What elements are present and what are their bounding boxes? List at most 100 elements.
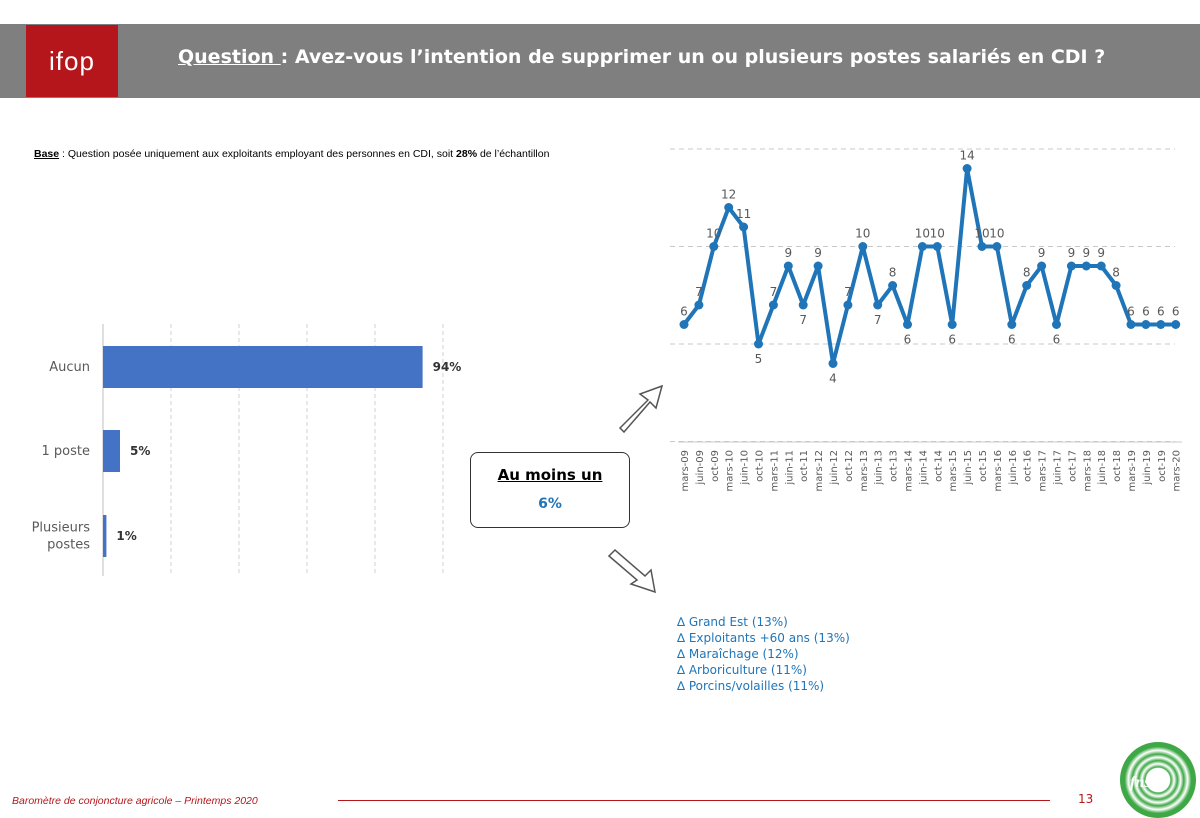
data-label: 7 — [770, 285, 778, 299]
bar — [103, 346, 423, 388]
data-point — [903, 320, 912, 329]
highlights-list: ∆ Grand Est (13%) ∆ Exploitants +60 ans … — [677, 614, 850, 694]
data-point — [1171, 320, 1181, 329]
x-tick-label: oct-17 — [1067, 450, 1078, 482]
data-point — [888, 281, 898, 290]
arrow-up-icon — [618, 384, 664, 434]
bar-category-label: 1 poste — [42, 444, 90, 459]
data-point — [932, 242, 942, 251]
data-label: 10 — [974, 227, 989, 241]
highlight-item: ∆ Maraîchage (12%) — [677, 647, 799, 661]
data-label: 7 — [695, 285, 703, 299]
data-label: 6 — [1157, 305, 1165, 319]
series-line — [682, 166, 1176, 366]
summary-box: Au moins un 6% — [470, 452, 630, 528]
base-text: : Question posée uniquement aux exploita… — [59, 148, 457, 160]
data-point — [679, 320, 689, 329]
footer-text: Baromètre de conjoncture agricole – Prin… — [12, 795, 258, 807]
ifop-logo: ifop — [26, 25, 118, 97]
footer-divider — [338, 800, 1050, 801]
data-label: 7 — [874, 313, 882, 327]
data-label: 6 — [1142, 305, 1150, 319]
x-tick-label: oct-18 — [1112, 450, 1123, 482]
data-label: 7 — [799, 313, 807, 327]
x-tick-label: mars-16 — [993, 450, 1004, 492]
x-tick-label: juin-10 — [740, 450, 751, 486]
data-point — [992, 242, 1002, 251]
x-tick-label: mars-19 — [1127, 450, 1138, 492]
summary-box-label: Au moins un — [497, 466, 603, 484]
base-note: Base : Question posée uniquement aux exp… — [34, 148, 549, 160]
data-point — [917, 242, 927, 251]
bar — [103, 515, 107, 557]
data-point — [1111, 281, 1121, 290]
data-label: 6 — [1053, 333, 1061, 347]
bar-value-label: 1% — [116, 529, 136, 543]
base-pct: 28% — [456, 148, 478, 160]
x-tick-label: mars-20 — [1172, 450, 1183, 492]
x-tick-label: juin-13 — [874, 450, 885, 486]
data-label: 6 — [1172, 305, 1180, 319]
data-label: 12 — [721, 188, 736, 202]
x-tick-label: mars-18 — [1082, 450, 1093, 492]
title-question-label: Question — [178, 46, 281, 68]
data-point — [709, 242, 719, 251]
data-label: 6 — [680, 305, 688, 319]
x-tick-label: mars-12 — [814, 450, 825, 492]
header-bar — [0, 24, 1200, 98]
x-tick-label: oct-09 — [710, 450, 721, 482]
data-label: 9 — [1082, 246, 1090, 260]
data-point — [724, 203, 734, 212]
bar-category-label: Plusieurs — [32, 521, 91, 536]
page-number: 13 — [1078, 792, 1094, 806]
x-tick-label: juin-15 — [963, 450, 974, 486]
data-label: 6 — [948, 333, 956, 347]
data-label: 9 — [1097, 246, 1105, 260]
x-tick-label: mars-13 — [859, 450, 870, 492]
x-tick-label: oct-16 — [1023, 450, 1034, 482]
line-chart: 6 mars-09 7 juin-09 10 oct-09 12 mars-10 11 juin-… — [670, 148, 1183, 492]
highlight-item: ∆ Arboriculture (11%) — [677, 663, 807, 677]
highlight-item: ∆ Porcins/volailles (11%) — [677, 679, 825, 693]
x-tick-label: juin-11 — [784, 450, 795, 486]
data-label: 10 — [855, 227, 870, 241]
data-point — [1096, 261, 1106, 271]
x-tick-label: mars-17 — [1038, 450, 1049, 492]
data-point — [694, 300, 704, 310]
data-label: 8 — [1112, 266, 1120, 280]
data-label: 6 — [1127, 305, 1135, 319]
data-label: 6 — [904, 333, 912, 347]
bar-category-label: Aucun — [49, 360, 90, 375]
bar-chart: 94% Aucun 5% 1 poste 1% Plusieurs postes — [32, 324, 461, 576]
data-point — [1066, 261, 1076, 271]
x-tick-label: mars-10 — [725, 450, 736, 492]
data-label: 9 — [1038, 246, 1046, 260]
base-text-end: de l’échantillon — [477, 148, 550, 160]
data-point — [798, 300, 808, 310]
data-point — [1007, 320, 1017, 329]
x-tick-label: mars-15 — [948, 450, 959, 492]
data-label: 10 — [930, 227, 945, 241]
data-label: 10 — [915, 227, 930, 241]
base-label: Base — [34, 148, 60, 160]
data-point — [858, 242, 868, 251]
x-tick-label: oct-19 — [1157, 450, 1168, 482]
highlight-item: ∆ Exploitants +60 ans (13%) — [677, 631, 850, 645]
data-point — [1037, 261, 1047, 271]
data-label: 5 — [755, 352, 763, 366]
bar-category-label: postes — [47, 538, 90, 553]
data-point — [1081, 261, 1091, 271]
data-label: 14 — [959, 149, 974, 163]
x-tick-label: oct-12 — [844, 450, 855, 482]
arrow-down-icon — [607, 548, 656, 594]
x-tick-label: juin-19 — [1142, 450, 1153, 486]
x-tick-label: oct-15 — [978, 450, 989, 482]
data-label: 8 — [889, 266, 897, 280]
data-point — [1156, 320, 1166, 329]
x-tick-label: juin-16 — [1008, 450, 1019, 486]
data-label: 4 — [829, 372, 837, 386]
data-label: 9 — [784, 246, 792, 260]
data-label: 7 — [844, 285, 852, 299]
data-point — [768, 300, 778, 310]
data-point — [962, 164, 972, 173]
